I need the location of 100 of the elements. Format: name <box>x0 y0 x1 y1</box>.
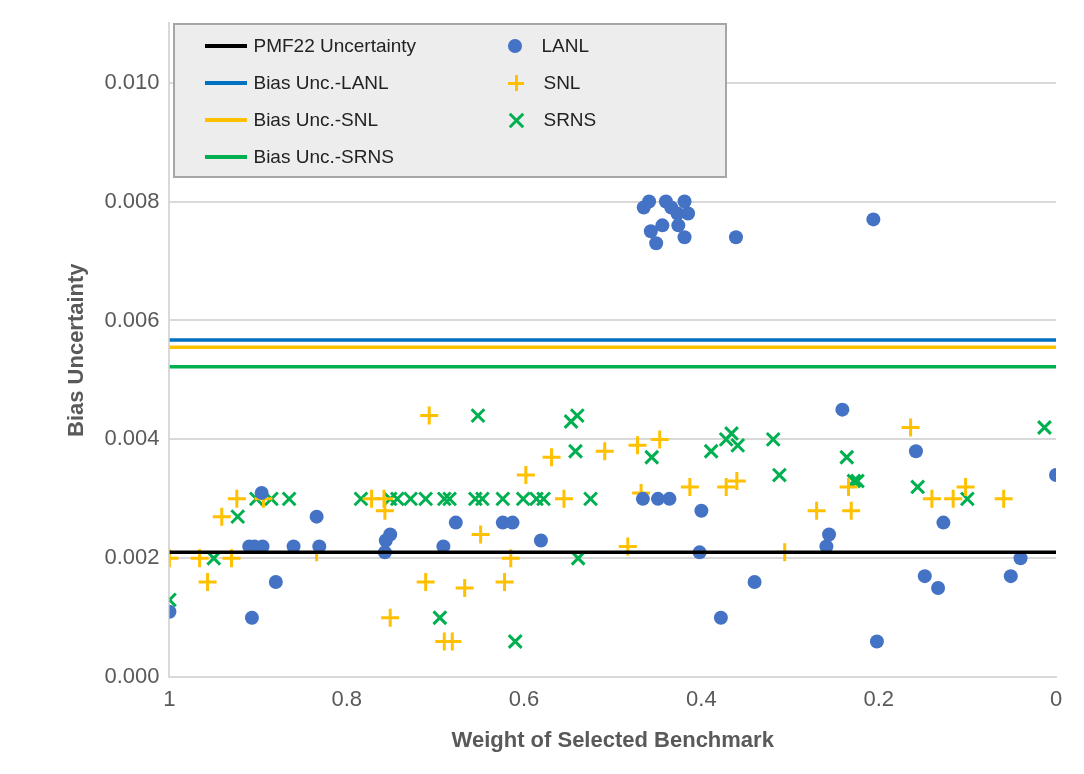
point <box>849 473 866 489</box>
point <box>671 218 686 233</box>
point <box>507 633 524 650</box>
point <box>467 490 484 507</box>
point <box>866 212 881 227</box>
point <box>747 575 762 590</box>
point <box>309 509 324 524</box>
point <box>211 506 233 528</box>
point <box>679 476 701 498</box>
point <box>635 491 650 506</box>
point <box>959 490 976 507</box>
point <box>677 194 692 209</box>
legend-label: SNL <box>543 72 581 95</box>
point <box>533 533 548 548</box>
y-tick-label: 0.002 <box>104 544 160 570</box>
point <box>373 488 395 510</box>
point <box>806 500 828 522</box>
point <box>418 405 440 427</box>
legend-label: SRNS <box>543 109 597 132</box>
point <box>528 490 545 507</box>
point <box>594 440 616 462</box>
point <box>643 224 658 239</box>
point <box>681 206 696 221</box>
point <box>636 200 651 215</box>
y-tick-label: 0.000 <box>104 663 160 689</box>
y-tick-label: 0.006 <box>104 306 160 332</box>
x-tick-label: 0.8 <box>331 686 363 712</box>
point <box>454 577 476 599</box>
legend-label: PMF22 Uncertainty <box>253 35 417 58</box>
point <box>835 402 850 417</box>
point <box>917 569 932 584</box>
point <box>694 503 709 518</box>
legend-label: Bias Unc.-LANL <box>253 72 389 95</box>
legend-label: Bias Unc.-SRNS <box>253 146 394 169</box>
point <box>515 490 532 507</box>
point <box>417 490 434 507</box>
x-tick-label: 1 <box>163 686 176 712</box>
point <box>942 488 964 510</box>
point <box>383 527 398 542</box>
x-tick-label: 0.4 <box>686 686 717 712</box>
point <box>649 428 671 450</box>
point <box>655 218 670 233</box>
y-tick-label: 0.004 <box>104 425 160 451</box>
point <box>197 571 219 593</box>
point <box>569 407 586 424</box>
point <box>244 610 259 625</box>
point <box>402 490 419 507</box>
x-axis-title: Weight of Selected Benchmark <box>451 726 775 752</box>
point <box>226 488 248 510</box>
point <box>931 581 946 596</box>
y-tick-label: 0.010 <box>104 68 160 94</box>
point <box>900 416 922 438</box>
point <box>840 500 862 522</box>
point <box>765 431 782 448</box>
point <box>643 449 660 466</box>
point <box>441 490 458 507</box>
point <box>470 524 492 546</box>
point <box>535 490 552 507</box>
point <box>448 515 463 530</box>
point <box>662 491 677 506</box>
legend-label: Bias Unc.-SNL <box>253 109 379 132</box>
point <box>650 491 665 506</box>
x-tick-label: 0.6 <box>508 686 540 712</box>
point <box>869 634 884 649</box>
point <box>541 446 563 468</box>
point <box>553 488 575 510</box>
y-axis-title: Bias Uncertainty <box>63 262 89 438</box>
point <box>993 488 1015 510</box>
point <box>909 479 926 495</box>
point <box>703 443 719 460</box>
point <box>415 571 437 593</box>
point <box>515 464 537 486</box>
point <box>254 485 269 500</box>
point <box>677 230 692 245</box>
point <box>627 434 649 456</box>
point <box>936 515 951 530</box>
y-tick-label: 0.008 <box>104 187 160 213</box>
point <box>379 607 401 629</box>
point <box>921 488 943 510</box>
point <box>436 490 453 507</box>
legend-label: LANL <box>541 35 589 58</box>
point <box>1036 419 1053 436</box>
point <box>715 476 737 498</box>
point <box>838 449 855 466</box>
point <box>718 431 735 448</box>
point <box>723 425 740 442</box>
point <box>353 490 369 507</box>
point <box>582 490 599 507</box>
x-tick-label: 0.2 <box>863 686 894 712</box>
point <box>281 490 297 507</box>
point <box>846 473 862 489</box>
point <box>494 571 516 593</box>
point <box>771 467 788 483</box>
point <box>563 413 579 430</box>
point <box>908 444 923 459</box>
point <box>268 575 283 590</box>
point <box>389 490 406 507</box>
point <box>649 236 664 251</box>
point <box>567 443 584 460</box>
point <box>470 407 486 424</box>
